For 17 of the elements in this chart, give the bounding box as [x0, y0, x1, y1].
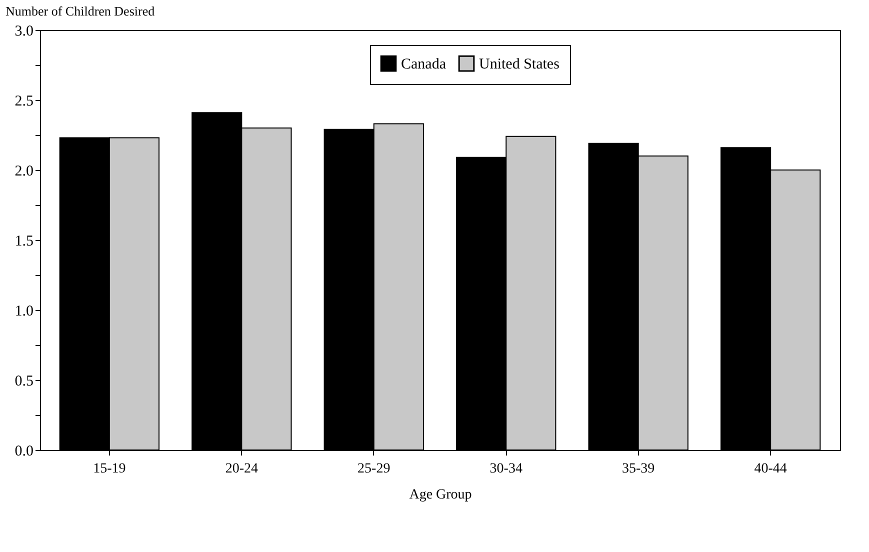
x-tick-label: 15-19: [93, 462, 126, 476]
y-tick-label: 2.5: [14, 94, 34, 110]
legend-label: United States: [479, 56, 560, 73]
y-axis-title: Number of Children Desired: [6, 4, 156, 18]
x-tick-label: 40-44: [754, 462, 787, 476]
x-tick-label: 30-34: [490, 462, 522, 476]
y-tick-label: 1.5: [14, 234, 34, 250]
x-tick-label: 25-29: [358, 462, 390, 476]
y-tick-label: 0.0: [14, 444, 34, 460]
y-tick-label: 1.0: [14, 304, 34, 320]
legend-label: Canada: [401, 56, 446, 73]
x-axis-title: Age Group: [409, 488, 472, 502]
x-tick-label: 35-39: [622, 462, 655, 476]
x-tick-label: 20-24: [225, 462, 258, 476]
y-tick-label: 2.0: [14, 164, 34, 180]
y-tick-label: 0.5: [14, 374, 34, 390]
y-tick-label: 3.0: [14, 24, 34, 40]
